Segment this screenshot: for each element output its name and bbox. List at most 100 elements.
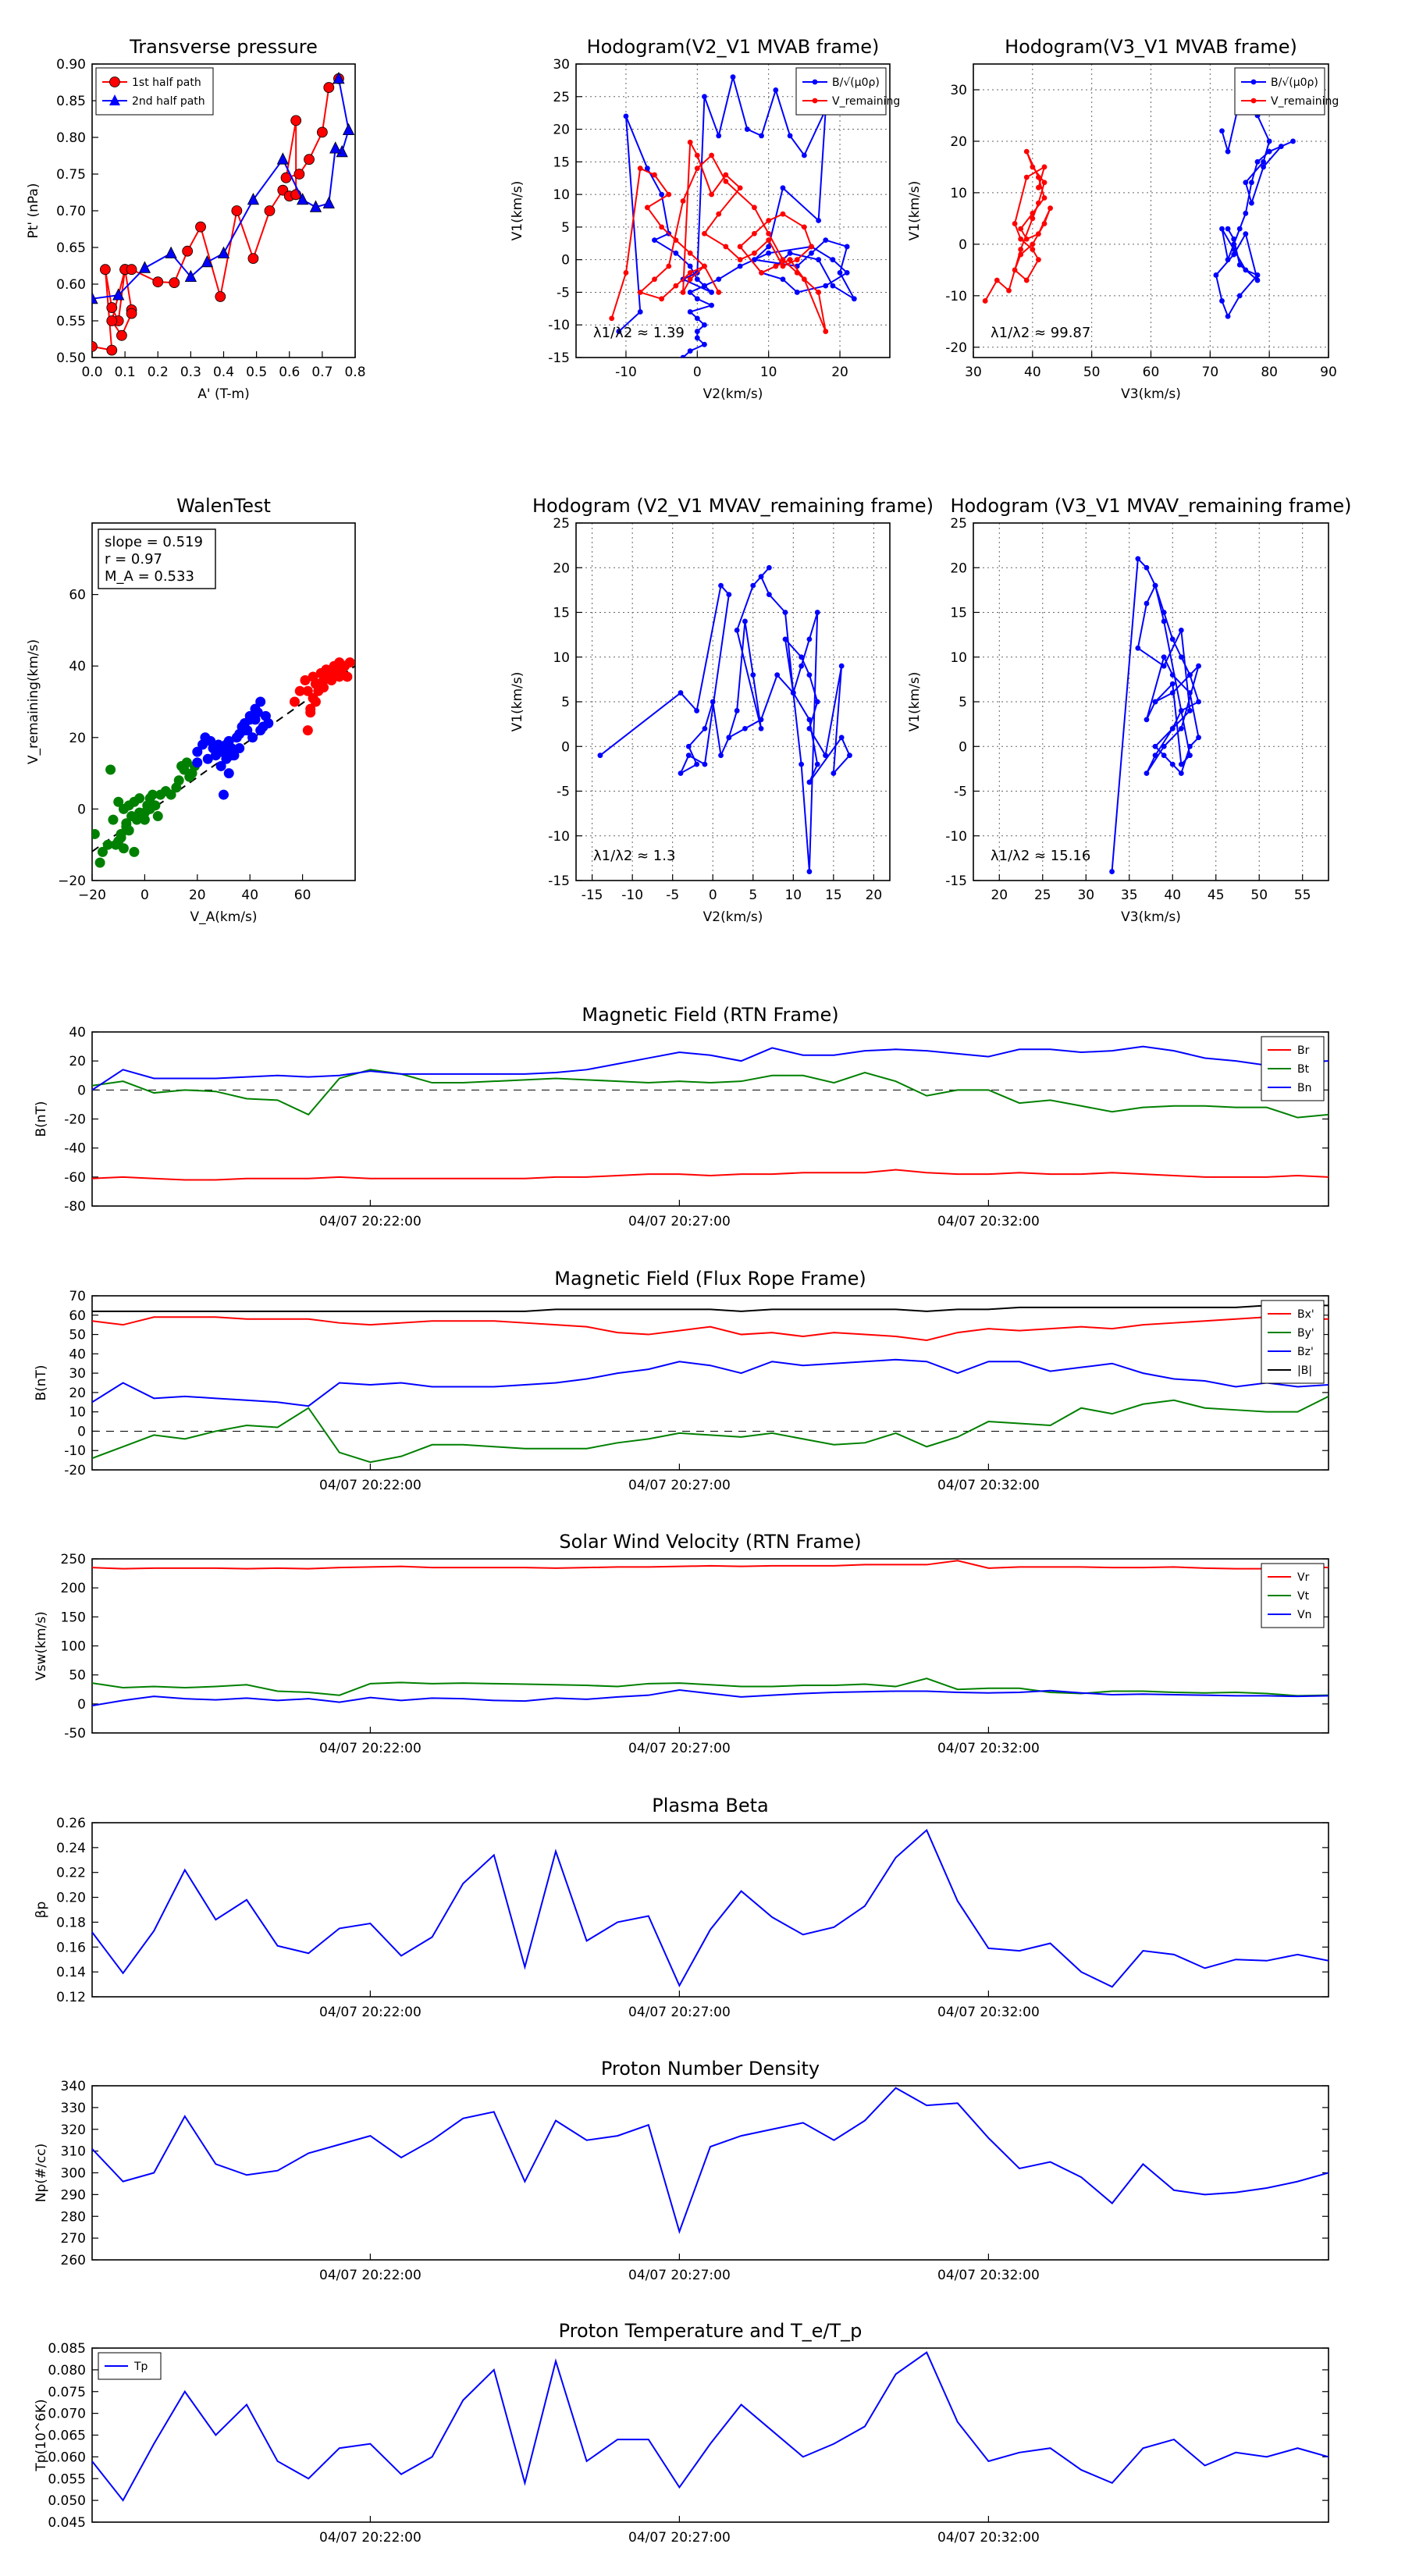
y-tick-label: 0.20 (56, 1891, 86, 1906)
data-point (716, 290, 722, 295)
data-point (801, 224, 807, 230)
y-tick-label: 20 (69, 1386, 86, 1401)
y-tick-label: -5 (557, 785, 570, 800)
data-point (342, 123, 355, 136)
data-point (752, 257, 757, 263)
x-tick-label: 5 (749, 888, 757, 903)
y-tick-label: -10 (945, 289, 967, 304)
x-tick-label: 0 (140, 888, 149, 903)
y-tick-label: 200 (61, 1581, 86, 1596)
x-tick-label: 04/07 20:22:00 (319, 2530, 422, 2546)
data-point (219, 789, 229, 800)
data-point (694, 335, 700, 341)
data-point (1135, 645, 1141, 651)
legend-label: Vr (1297, 1571, 1310, 1584)
data-point (1152, 743, 1158, 749)
data-point (129, 846, 140, 857)
data-point (247, 732, 258, 743)
y-tick-label: 25 (553, 516, 570, 532)
data-point (816, 290, 822, 295)
data-point (1225, 313, 1231, 319)
data-point (1169, 761, 1176, 767)
y-tick-label: 0.85 (56, 94, 86, 109)
y-tick-label: 40 (69, 659, 86, 674)
y-tick-label: 290 (61, 2187, 86, 2203)
plot-area (92, 1828, 1329, 1988)
data-point (780, 185, 786, 191)
data-point (694, 296, 700, 302)
data-point (823, 283, 829, 289)
data-point (780, 263, 786, 269)
data-point (734, 708, 740, 713)
data-point (1178, 770, 1184, 776)
data-point (659, 296, 665, 302)
data-point (702, 341, 707, 347)
data-point (837, 269, 843, 276)
data-point (192, 757, 203, 768)
y-tick-label: 5 (561, 220, 570, 236)
data-point (333, 71, 345, 84)
data-point (1219, 298, 1225, 304)
data-point (1018, 236, 1024, 242)
data-point (752, 250, 757, 256)
y-tick-label: 10 (950, 186, 967, 201)
data-point (744, 126, 750, 132)
legend-label: Bt (1297, 1063, 1310, 1076)
data-point (597, 753, 603, 759)
data-point (1225, 257, 1231, 263)
data-point (709, 290, 714, 295)
x-tick-label: 10 (784, 888, 802, 903)
plot-area (92, 1045, 1329, 1181)
data-point (659, 224, 665, 230)
legend-marker (1250, 79, 1257, 85)
data-point (302, 685, 313, 696)
data-point (734, 628, 740, 633)
data-point (1261, 158, 1266, 165)
data-point (1231, 251, 1237, 258)
legend-label: Tp (133, 2361, 148, 2373)
legend-label: 1st half path (132, 76, 201, 89)
data-point (1169, 636, 1176, 642)
y-tick-label: 0.18 (56, 1915, 86, 1930)
x-tick-label: 50 (1083, 365, 1101, 380)
data-point (1036, 257, 1041, 263)
series-line (92, 1678, 1329, 1697)
legend-label: Bz' (1297, 1346, 1314, 1358)
x-tick-label: 20 (866, 888, 883, 903)
x-tick-label: −20 (78, 888, 106, 903)
data-point (659, 191, 665, 197)
data-point (108, 814, 119, 825)
data-point (709, 191, 714, 197)
legend-label: Bn (1297, 1082, 1311, 1094)
y-tick-label: 330 (61, 2101, 86, 2116)
data-point (1254, 272, 1261, 278)
x-tick-label: 04/07 20:27:00 (628, 1478, 731, 1493)
y-tick-label: 0.75 (56, 167, 86, 183)
y-tick-label: 5 (561, 695, 570, 710)
data-point (1187, 743, 1193, 749)
data-point (1178, 708, 1184, 713)
y-tick-label: 40 (69, 1025, 86, 1041)
data-point (737, 257, 743, 263)
x-tick-label: 25 (1034, 888, 1051, 903)
x-tick-label: 0.6 (279, 365, 300, 380)
data-point (637, 290, 643, 295)
data-point (830, 257, 836, 263)
data-point (799, 663, 805, 669)
data-point (694, 761, 700, 767)
data-point (309, 200, 322, 212)
x-tick-label: -15 (582, 888, 603, 903)
y-tick-label: 340 (61, 2079, 86, 2094)
chart-title: Proton Number Density (601, 2058, 820, 2080)
y-tick-label: 20 (950, 134, 967, 150)
plot-frame (973, 522, 1329, 881)
data-point (316, 126, 328, 138)
x-tick-label: 04/07 20:27:00 (628, 2530, 731, 2546)
chart-title: Magnetic Field (RTN Frame) (582, 1004, 838, 1026)
series-line (92, 1560, 1329, 1570)
data-point (1243, 180, 1249, 186)
plot-area (92, 2351, 1329, 2502)
data-point (290, 115, 302, 126)
data-point (99, 264, 111, 276)
chart-title: Solar Wind Velocity (RTN Frame) (559, 1531, 861, 1553)
